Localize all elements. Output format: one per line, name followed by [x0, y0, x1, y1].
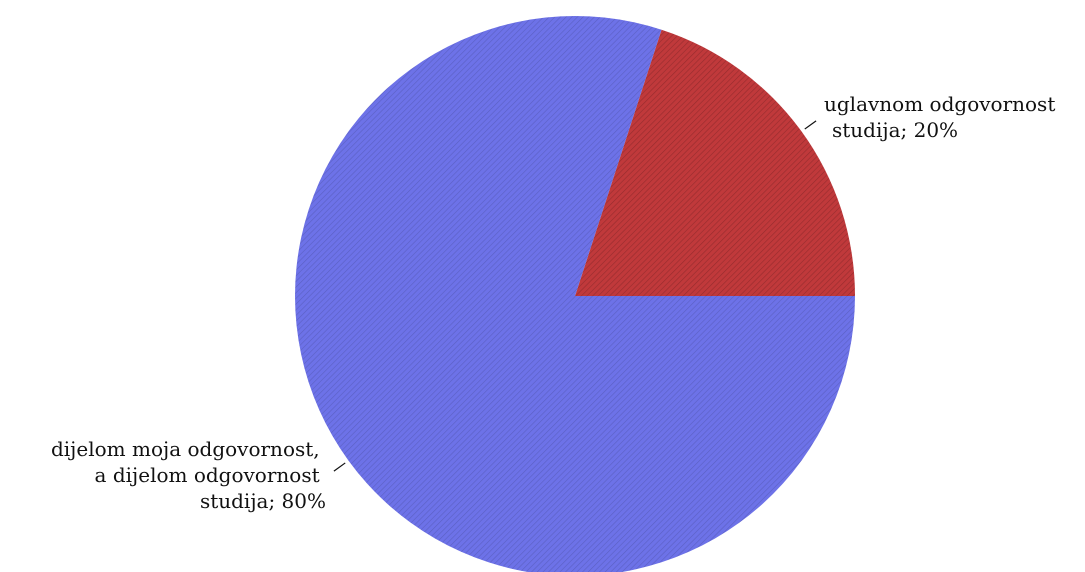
leader-line-dijelom-moja-odgovornost: [333, 462, 346, 472]
slice-label-uglavnom-odgovornost: uglavnom odgovornost studija; 20%: [824, 92, 1062, 142]
slice-label-line: a dijelom odgovornost: [95, 463, 320, 487]
pie-slices: [295, 16, 855, 572]
slice-label-line: dijelom moja odgovornost,: [51, 437, 320, 461]
pie-slice-dijelom-moja-odgovornost: [295, 16, 855, 572]
slice-labels: uglavnom odgovornost studija; 20% dijelo…: [51, 92, 1062, 513]
slice-label-line: studija; 80%: [200, 489, 326, 513]
leader-line-uglavnom-odgovornost: [804, 120, 817, 130]
slice-label-line: uglavnom odgovornost: [824, 92, 1055, 116]
pie-slice-uglavnom-odgovornost-studija: [575, 29, 855, 296]
slice-label-dijelom-moja-odgovornost: dijelom moja odgovornost, a dijelom odgo…: [51, 437, 326, 513]
slice-label-line: studija; 20%: [832, 118, 958, 142]
